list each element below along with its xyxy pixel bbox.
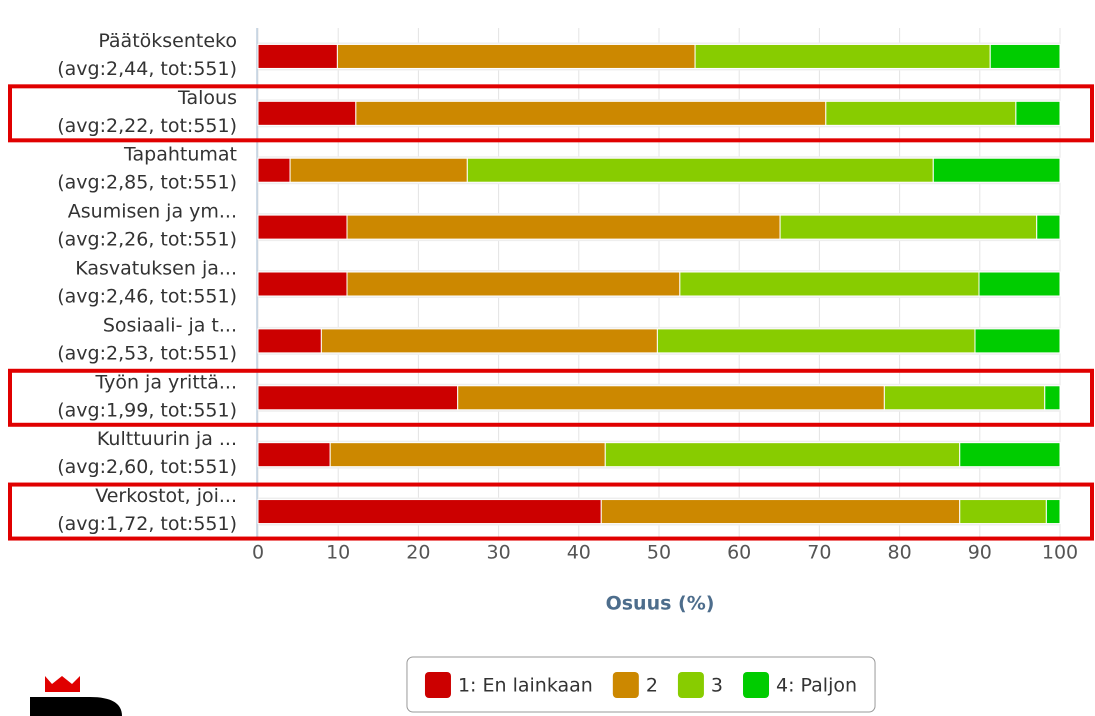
category-stats: (avg:1,72, tot:551) xyxy=(57,513,237,535)
category-label: Verkostot, joi... xyxy=(95,485,237,507)
bar-segment xyxy=(257,214,348,240)
x-tick-label: 50 xyxy=(647,542,671,564)
legend: 1: En lainkaan 2 3 4: Paljon xyxy=(406,656,876,713)
category-stats: (avg:2,26, tot:551) xyxy=(57,229,237,251)
legend-swatch xyxy=(612,672,639,698)
bar-segment xyxy=(679,271,980,297)
x-tick-label: 60 xyxy=(727,542,751,564)
bar-segment xyxy=(336,43,696,69)
x-tick-label: 10 xyxy=(326,542,350,564)
bar-segment xyxy=(959,499,1047,525)
category-label: Päätöksenteko xyxy=(98,30,237,52)
legend-swatch xyxy=(424,672,451,698)
bar-segment xyxy=(257,100,357,126)
category-label: Asumisen ja ym... xyxy=(68,201,237,223)
legend-box xyxy=(406,656,876,713)
category-stats: (avg:1,99, tot:551) xyxy=(57,399,237,421)
x-tick-label: 70 xyxy=(807,542,831,564)
bar-segment xyxy=(978,271,1061,297)
category-stats: (avg:2,85, tot:551) xyxy=(57,172,237,194)
bar-segment xyxy=(257,442,331,468)
legend-swatch xyxy=(743,672,770,698)
logo-crown xyxy=(45,676,80,692)
bar-segment xyxy=(257,43,338,69)
bar-segment xyxy=(320,328,658,354)
logo-body xyxy=(30,697,122,716)
bar-segment xyxy=(289,157,468,183)
x-tick-label: 100 xyxy=(1042,542,1078,564)
bar-segment xyxy=(1036,214,1061,240)
bar-segment xyxy=(694,43,991,69)
category-label: Talous xyxy=(177,87,237,109)
bar-segment xyxy=(257,499,602,525)
legend-swatch xyxy=(677,672,704,698)
x-tick-label: 20 xyxy=(406,542,430,564)
x-axis-title: Osuus (%) xyxy=(606,593,715,615)
bar-segment xyxy=(825,100,1017,126)
bar-segment xyxy=(604,442,961,468)
bar-segment xyxy=(932,157,1061,183)
bar-segment xyxy=(600,499,961,525)
bar-segment xyxy=(257,385,459,411)
x-tick-label: 40 xyxy=(567,542,591,564)
bar-segment xyxy=(457,385,885,411)
legend-label: 3 xyxy=(711,675,723,697)
x-tick-label: 80 xyxy=(888,542,912,564)
bar-segment xyxy=(989,43,1061,69)
bar-segment xyxy=(257,328,322,354)
category-label: Työn ja yrittä... xyxy=(94,371,237,393)
category-stats: (avg:2,22, tot:551) xyxy=(57,115,237,137)
category-label: Tapahtumat xyxy=(123,144,237,166)
bar-segment xyxy=(257,271,348,297)
bar-segment xyxy=(1045,499,1061,525)
highlight-box xyxy=(8,368,1094,427)
category-label: Kulttuurin ja ... xyxy=(97,428,237,450)
bar-segment xyxy=(974,328,1061,354)
category-label: Kasvatuksen ja... xyxy=(75,258,237,280)
category-stats: (avg:2,46, tot:551) xyxy=(57,286,237,308)
bar-segment xyxy=(355,100,827,126)
bar-segment xyxy=(346,214,781,240)
highlight-box xyxy=(8,84,1094,143)
bar-segment xyxy=(346,271,681,297)
bar-segment xyxy=(329,442,606,468)
x-tick-label: 90 xyxy=(968,542,992,564)
x-tick-label: 30 xyxy=(487,542,511,564)
bar-segment xyxy=(466,157,934,183)
category-label: Sosiaali- ja t... xyxy=(103,314,237,336)
bar-segment xyxy=(656,328,976,354)
highlight-box xyxy=(8,482,1094,541)
bar-segment xyxy=(257,157,291,183)
category-stats: (avg:2,60, tot:551) xyxy=(57,456,237,478)
bar-segment xyxy=(1044,385,1061,411)
x-tick-label: 0 xyxy=(252,542,264,564)
logo xyxy=(30,676,122,716)
category-stats: (avg:2,53, tot:551) xyxy=(57,342,237,364)
legend-label: 4: Paljon xyxy=(776,675,857,697)
category-stats: (avg:2,44, tot:551) xyxy=(57,58,237,80)
bar-segment xyxy=(779,214,1038,240)
legend-label: 2 xyxy=(646,675,658,697)
legend-label: 1: En lainkaan xyxy=(458,675,593,697)
bar-segment xyxy=(883,385,1046,411)
bar-segment xyxy=(1015,100,1061,126)
bar-segment xyxy=(959,442,1061,468)
